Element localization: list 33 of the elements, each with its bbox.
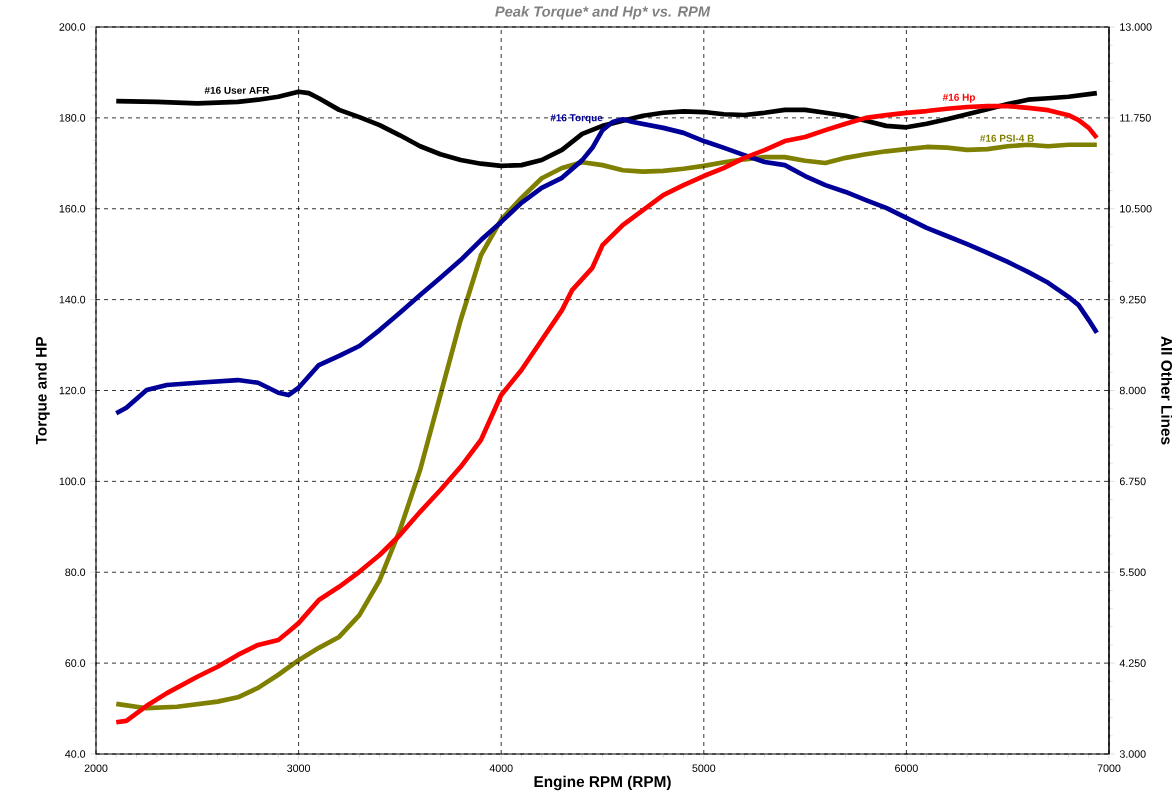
y-tick-label: 200.0 — [59, 23, 86, 31]
x-tick-label: 4000 — [489, 764, 513, 772]
chart-title: Peak Torque* and Hp* vs. RPM — [495, 5, 711, 20]
y-tick-label: 140.0 — [59, 295, 86, 304]
y2-tick-label: 13.000 — [1120, 23, 1152, 31]
y-tick-label: 120.0 — [59, 386, 86, 395]
x-tick-label: 3000 — [287, 764, 311, 772]
y2-tick-label: 5.500 — [1119, 568, 1146, 577]
series-label: #16 User AFR — [204, 86, 270, 94]
y2-tick-label: 10.500 — [1120, 204, 1152, 213]
y2-tick-label: 6.750 — [1119, 477, 1146, 486]
y-tick-label: 60.0 — [65, 659, 86, 667]
y2-axis-title: All Other Lines — [1161, 336, 1172, 445]
x-axis-title: Engine RPM (RPM) — [534, 775, 671, 791]
x-tick-label: 6000 — [895, 764, 918, 772]
line-series — [113, 116, 1100, 416]
y-axis-title: Torque and HP — [35, 337, 50, 445]
y2-tick-label: 11.750 — [1120, 114, 1151, 122]
series-label: #16 PSI-4 B — [980, 134, 1034, 142]
y-tick-label: 160.0 — [59, 204, 86, 213]
y2-tick-label: 3.000 — [1119, 750, 1146, 758]
y-tick-label: 40.0 — [65, 750, 86, 758]
x-tick-label: 5000 — [692, 764, 716, 772]
y2-tick-label: 8.000 — [1119, 386, 1146, 395]
y2-tick-label: 9.250 — [1119, 295, 1146, 304]
series-label: #16 Torque — [550, 114, 603, 124]
x-tick-label: 2000 — [84, 764, 108, 772]
y-tick-label: 80.0 — [65, 568, 86, 577]
series-label: #16 Hp — [942, 93, 976, 103]
y2-tick-label: 4.250 — [1119, 659, 1146, 667]
y-tick-label: 180.0 — [59, 114, 86, 122]
x-tick-label: 7000 — [1097, 764, 1121, 772]
y-tick-label: 100.0 — [59, 477, 86, 486]
